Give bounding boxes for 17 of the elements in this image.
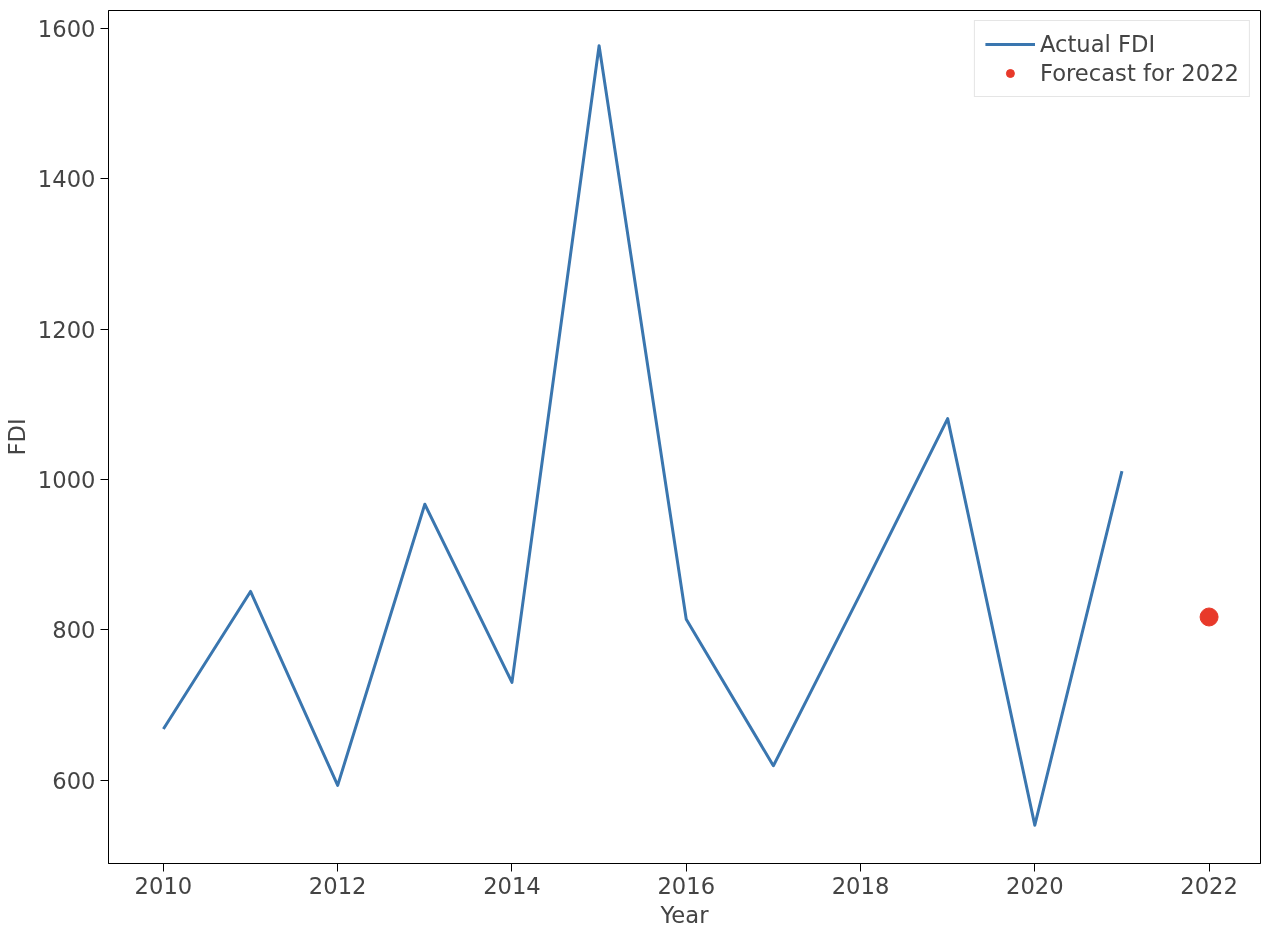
y-tick-label: 1600 xyxy=(37,16,96,43)
x-tick-label: 2020 xyxy=(1005,872,1064,899)
x-tick-label: 2010 xyxy=(134,872,193,899)
legend-label: Actual FDI xyxy=(1039,31,1156,57)
x-tick-label: 2014 xyxy=(483,872,541,899)
x-tick-label: 2018 xyxy=(831,872,890,899)
x-tick-label: 2012 xyxy=(308,872,367,899)
y-axis-title: FDI xyxy=(3,418,30,456)
y-tick-label: 600 xyxy=(52,767,96,794)
y-tick-label: 1400 xyxy=(37,166,96,193)
y-tick-label: 800 xyxy=(52,617,96,644)
x-tick-label: 2022 xyxy=(1180,872,1238,899)
x-axis-title: Year xyxy=(659,901,710,928)
y-tick-label: 1200 xyxy=(37,316,96,343)
x-tick-label: 2016 xyxy=(657,872,716,899)
legend-label: Forecast for 2022 xyxy=(1039,60,1239,86)
y-tick-label: 1000 xyxy=(37,466,96,493)
